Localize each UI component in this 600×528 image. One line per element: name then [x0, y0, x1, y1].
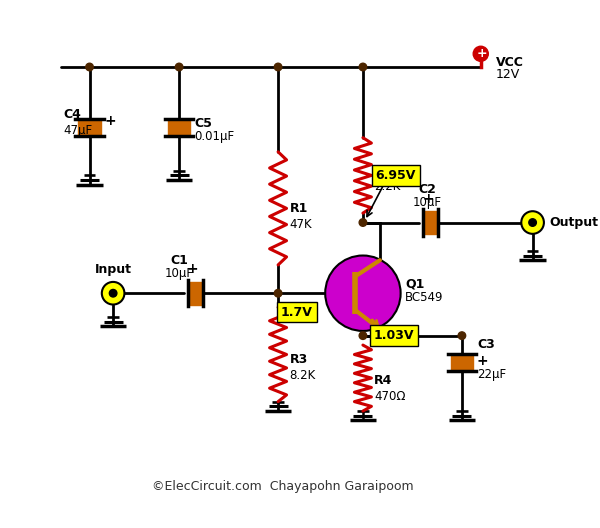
Text: +: +: [104, 114, 116, 128]
Circle shape: [473, 46, 488, 61]
Circle shape: [359, 219, 367, 227]
Text: R2: R2: [374, 164, 392, 177]
Text: C5: C5: [194, 117, 212, 130]
Circle shape: [109, 289, 117, 297]
Text: C2: C2: [418, 183, 436, 196]
Text: VCC: VCC: [496, 56, 524, 69]
Text: R1: R1: [289, 202, 308, 215]
Text: C3: C3: [477, 338, 495, 351]
Text: 47μF: 47μF: [63, 124, 92, 137]
Circle shape: [274, 289, 282, 297]
Text: 22μF: 22μF: [477, 367, 506, 381]
Circle shape: [458, 332, 466, 340]
Text: Input: Input: [95, 263, 131, 276]
Text: C1: C1: [170, 254, 188, 267]
Bar: [188, 282, 203, 305]
Text: 1.03V: 1.03V: [374, 329, 414, 342]
Text: R4: R4: [374, 374, 392, 388]
Text: 47K: 47K: [289, 218, 312, 231]
Text: C4: C4: [63, 108, 81, 120]
Circle shape: [86, 63, 94, 71]
Text: ©ElecCircuit.com  Chayapohn Garaipoom: ©ElecCircuit.com Chayapohn Garaipoom: [152, 480, 413, 493]
Circle shape: [175, 63, 183, 71]
Text: 10μF: 10μF: [164, 267, 194, 280]
Circle shape: [359, 332, 367, 340]
Text: Q1: Q1: [406, 277, 425, 290]
Text: 10μF: 10μF: [413, 196, 442, 209]
Text: 8.2K: 8.2K: [289, 369, 316, 382]
Text: +: +: [477, 354, 488, 369]
Text: Output: Output: [550, 216, 599, 229]
Text: +: +: [476, 48, 487, 60]
Circle shape: [359, 63, 367, 71]
Bar: [451, 354, 473, 372]
Circle shape: [102, 282, 124, 305]
Circle shape: [325, 256, 401, 331]
Text: R3: R3: [289, 353, 308, 366]
Text: BC549: BC549: [406, 291, 444, 305]
Text: 12V: 12V: [496, 68, 520, 81]
Text: 1.7V: 1.7V: [281, 306, 313, 318]
Text: +: +: [422, 192, 434, 205]
Text: 470Ω: 470Ω: [374, 390, 406, 403]
Text: 6.95V: 6.95V: [376, 169, 416, 182]
Text: 0.01μF: 0.01μF: [194, 130, 235, 143]
Circle shape: [274, 63, 282, 71]
Bar: [423, 211, 439, 234]
Circle shape: [529, 219, 536, 227]
Text: 2.2K: 2.2K: [374, 180, 401, 193]
Bar: [78, 119, 101, 136]
Text: +: +: [187, 262, 198, 276]
Bar: [168, 119, 190, 136]
Circle shape: [521, 211, 544, 234]
